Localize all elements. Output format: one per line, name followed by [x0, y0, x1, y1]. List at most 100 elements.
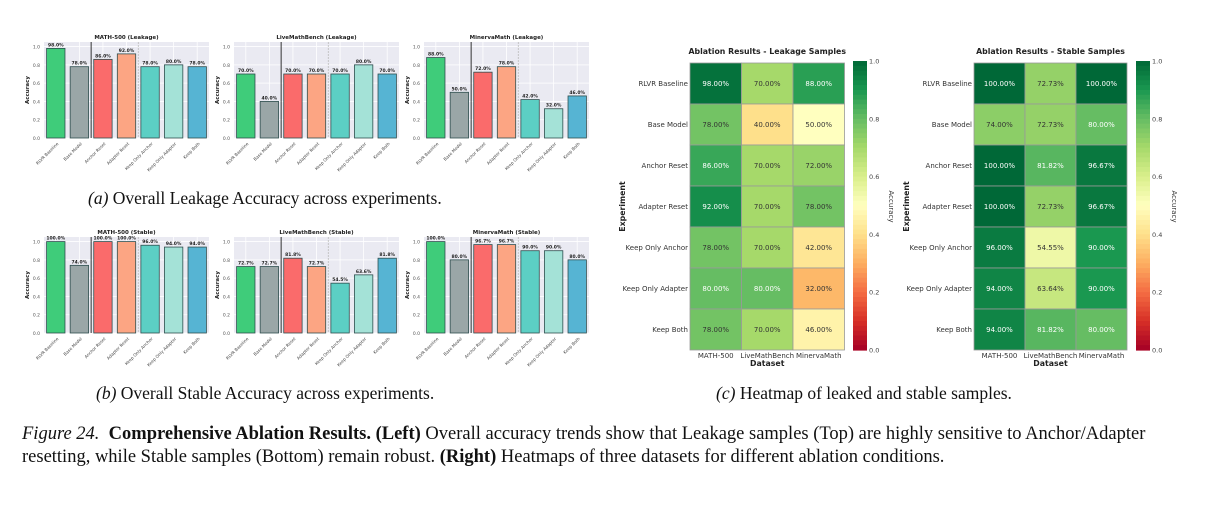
x-tick-label: LiveMathBench [740, 352, 794, 360]
colorbar-segment [1136, 268, 1150, 274]
y-tick-label: 0.4 [413, 294, 420, 300]
heatmap-cell-label: 70.00% [754, 203, 781, 211]
figure-left-tag: (Left) [375, 424, 421, 444]
heatmap-cell-label: 63.64% [1037, 285, 1064, 293]
bar-value-label: 100.0% [46, 236, 65, 242]
y-tick-label: 0.4 [413, 99, 420, 105]
colorbar-segment [853, 229, 867, 235]
heatmap-1: 98.00% 70.00% 88.00% 78.00% 40.00% 50.00% 86.0… [618, 47, 895, 368]
colorbar-segment [1136, 138, 1150, 144]
colorbar-segment [853, 176, 867, 183]
y-tick-label: 0.6 [33, 276, 40, 282]
chart-title: MinervaMath (Leakage) [470, 35, 544, 41]
bar-rlvr-baseline [426, 241, 446, 334]
x-tick-label: Keep Both [372, 141, 391, 160]
y-axis-label: Accuracy [405, 76, 411, 104]
x-tick-label: RLVR Baseline [225, 141, 250, 166]
y-tick-label: Keep Only Adapter [906, 285, 972, 293]
colorbar-segment [1136, 176, 1150, 183]
y-tick-label: 0.2 [413, 313, 420, 319]
bar-value-label: 70.0% [238, 68, 254, 74]
colorbar-segment [1136, 133, 1150, 139]
bar-adapter-reset [496, 66, 517, 139]
colorbar-segment [1136, 147, 1150, 154]
bar-adapter-reset [116, 241, 137, 334]
heatmap-cell [792, 144, 845, 187]
colorbar-segment [853, 321, 867, 327]
heatmap-cell [792, 267, 845, 310]
heatmap-cell [973, 103, 1026, 146]
heatmap-cell-label: 42.00% [805, 244, 832, 252]
heatmap-cell-label: 96.67% [1088, 203, 1115, 211]
colorbar-segment [853, 248, 867, 255]
subcaption-a-text: Overall Leakage Accuracy across experime… [108, 188, 442, 208]
heatmap-cell-label: 94.00% [986, 326, 1013, 334]
colorbar-segment [1136, 171, 1150, 178]
colorbar-tick-label: 0.0 [869, 347, 879, 355]
heatmap-cell-label: 80.00% [702, 285, 729, 293]
colorbar-tick-label: 0.8 [1152, 115, 1162, 123]
colorbar-segment [853, 244, 867, 250]
colorbar-tick-label: 1.0 [1152, 58, 1162, 66]
bar-value-label: 96.7% [499, 239, 515, 245]
heatmap-cell-label: 46.00% [805, 326, 832, 334]
bar-value-label: 100.0% [426, 236, 445, 242]
heatmap-cell [1075, 185, 1128, 228]
y-axis-label: Accuracy [25, 271, 31, 299]
heatmap-cell-label: 90.00% [1088, 244, 1115, 252]
bar-base-model [449, 259, 469, 334]
bar-rlvr-baseline [46, 241, 66, 334]
colorbar-segment [853, 340, 867, 346]
colorbar-segment [853, 215, 867, 221]
bar-anchor-reset [283, 257, 303, 334]
colorbar-segment [853, 171, 867, 178]
bar-keep-both [567, 95, 587, 139]
colorbar-segment [1136, 205, 1150, 211]
colorbar-segment [1136, 253, 1150, 260]
bar-value-label: 78.0% [499, 61, 515, 67]
chart-title: MinervaMath (Stable) [473, 230, 541, 236]
bar-keep-both [377, 73, 397, 139]
heatmap-cell-label: 88.00% [805, 80, 832, 88]
y-tick-label: 0.8 [223, 258, 230, 264]
colorbar-segment [853, 181, 867, 187]
bar-value-label: 70.0% [285, 68, 301, 74]
y-tick-label: 0.6 [33, 81, 40, 87]
colorbar-segment [1136, 219, 1150, 226]
colorbar-segment [853, 157, 867, 163]
x-tick-label: Keep Both [562, 141, 581, 160]
figure-canvas: 0.0 0.2 0.4 0.6 0.8 1.0 98.0% RLVR Baseline 78.0… [25, 35, 1178, 368]
heatmap-cell [1024, 308, 1077, 351]
bar-value-label: 88.0% [428, 52, 444, 58]
bar-value-label: 81.8% [379, 252, 395, 258]
x-tick-label: Keep Both [182, 141, 201, 160]
heatmap-cell [792, 62, 845, 105]
bar-value-label: 78.0% [189, 61, 205, 67]
figure-caption: Figure 24. Comprehensive Ablation Result… [22, 423, 1192, 469]
y-tick-label: 0.6 [223, 276, 230, 282]
bar-value-label: 70.0% [379, 68, 395, 74]
colorbar-segment [1136, 287, 1150, 293]
bar-value-label: 54.5% [332, 277, 348, 283]
y-tick-label: 0.6 [413, 276, 420, 282]
y-tick-label: Base Model [648, 121, 688, 129]
colorbar-segment [853, 186, 867, 192]
heatmap-cell-label: 96.67% [1088, 162, 1115, 170]
bar-value-label: 70.0% [332, 68, 348, 74]
bar-chart-2: 0.0 0.2 0.4 0.6 0.8 1.0 70.0% RLVR Baseline 40.0… [215, 35, 399, 172]
colorbar-segment [853, 99, 867, 105]
bar-keep-only-anchor [520, 99, 540, 139]
bar-anchor-reset [283, 73, 303, 139]
colorbar-segment [853, 311, 867, 317]
heatmap-cell-label: 70.00% [754, 244, 781, 252]
colorbar-segment [853, 191, 867, 197]
bar-value-label: 90.0% [522, 245, 538, 251]
colorbar-segment [1136, 244, 1150, 250]
colorbar-segment [853, 123, 867, 130]
colorbar-segment [853, 219, 867, 226]
heatmap-cell [1024, 226, 1077, 269]
bar-rlvr-baseline [46, 48, 66, 139]
subcaption-b: (b) Overall Stable Accuracy across exper… [96, 383, 434, 404]
colorbar-segment [1136, 301, 1150, 308]
heatmap-cell [792, 226, 845, 269]
